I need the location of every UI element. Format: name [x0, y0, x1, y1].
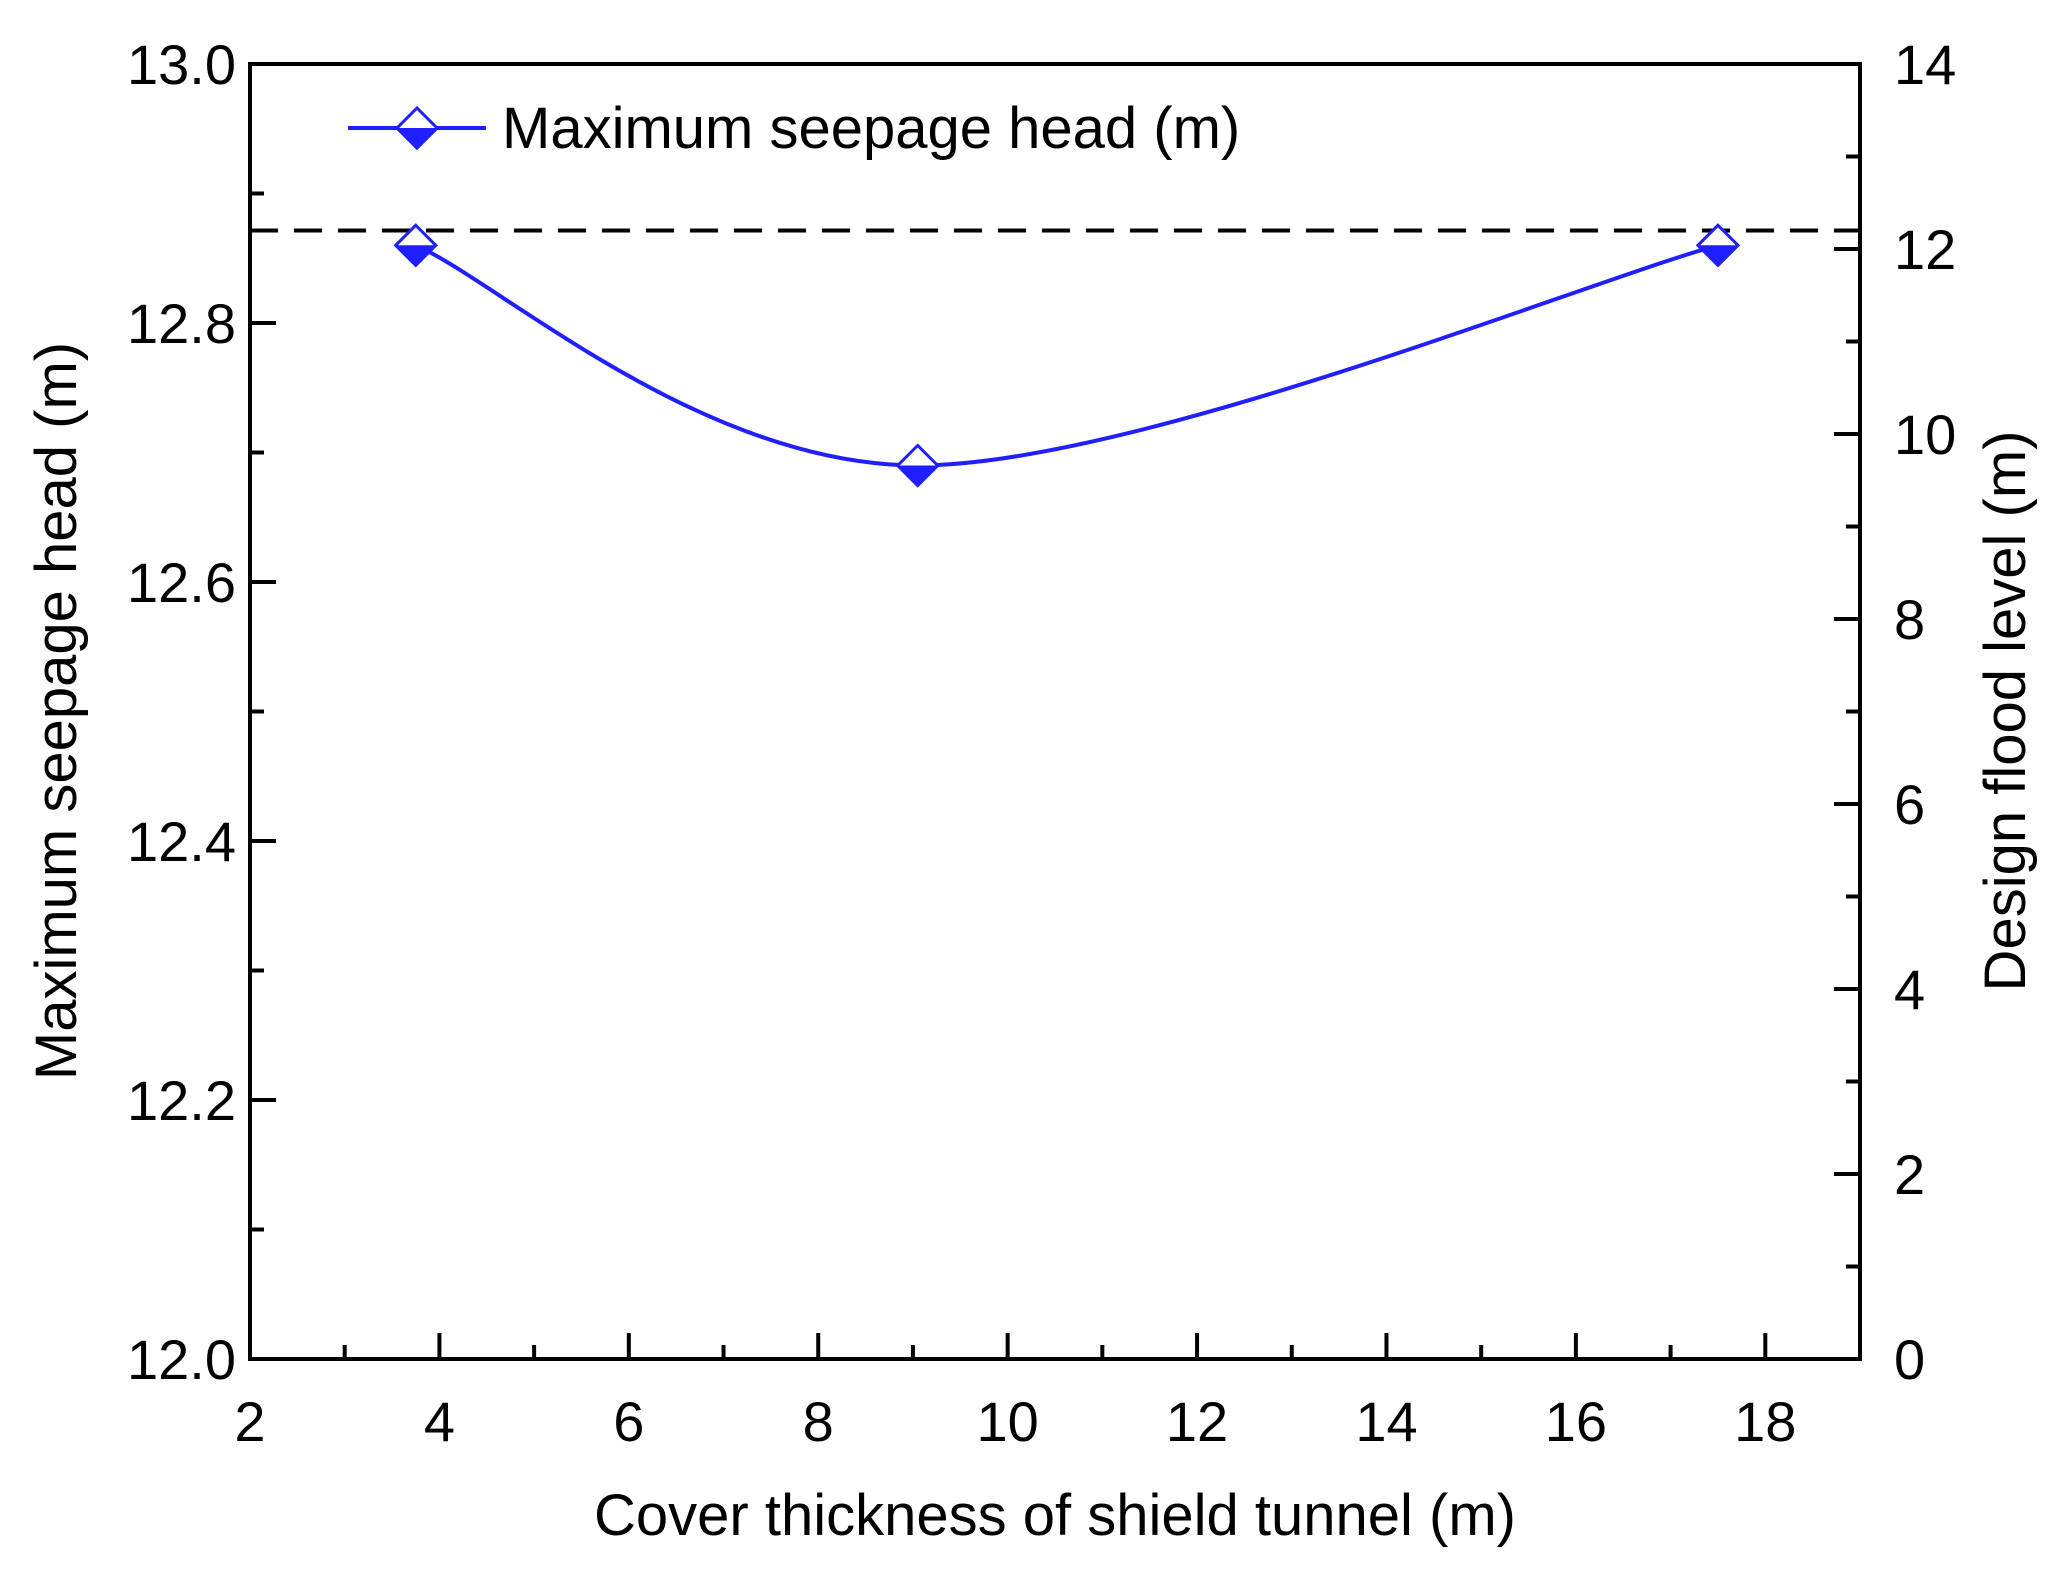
x-tick-label: 2 — [234, 1390, 265, 1453]
y2-tick-label: 8 — [1894, 588, 1925, 651]
data-point — [393, 223, 438, 268]
y2-tick-label: 6 — [1894, 773, 1925, 836]
x-tick-label: 8 — [803, 1390, 834, 1453]
y-tick-label: 12.2 — [127, 1069, 236, 1132]
legend-label: Maximum seepage head (m) — [502, 96, 1240, 161]
y2-tick-label: 12 — [1894, 218, 1956, 281]
marker-fill — [1695, 245, 1741, 268]
y2-tick-label: 2 — [1894, 1143, 1925, 1206]
marker-fill — [895, 465, 940, 488]
y2-axis-title: Design flood level (m) — [1973, 431, 2038, 992]
marker-fill — [394, 128, 440, 151]
x-tick-label: 6 — [613, 1390, 644, 1453]
series-layer — [393, 223, 1741, 488]
ticks-layer: 2 4 6 8 10 12 14 16 18 12.0 12.2 12.4 12.6 12.8 13.0 0 2… — [127, 33, 1956, 1453]
x-tick-label: 16 — [1545, 1390, 1607, 1453]
legend: Maximum seepage head (m) — [348, 96, 1240, 161]
x-axis-title: Cover thickness of shield tunnel (m) — [594, 1483, 1516, 1548]
y2-tick-label: 10 — [1894, 403, 1956, 466]
y2-tick-label: 4 — [1894, 958, 1925, 1021]
x-tick-label: 12 — [1166, 1390, 1228, 1453]
y-tick-label: 13.0 — [127, 33, 236, 96]
data-point — [895, 443, 940, 488]
series-line — [414, 243, 1719, 468]
plot-frame — [248, 62, 1862, 1361]
y2-tick-label: 14 — [1894, 33, 1956, 96]
x-tick-label: 4 — [424, 1390, 455, 1453]
data-point — [1695, 223, 1741, 268]
y-tick-label: 12.0 — [127, 1328, 236, 1391]
legend-diamond — [394, 105, 440, 151]
x-tick-label: 14 — [1355, 1390, 1417, 1453]
y-tick-label: 12.4 — [127, 810, 236, 873]
x-tick-label: 18 — [1734, 1390, 1796, 1453]
legend-marker — [394, 105, 440, 151]
marker-fill — [393, 245, 438, 268]
y-tick-label: 12.8 — [127, 292, 236, 355]
y2-tick-label: 0 — [1894, 1328, 1925, 1391]
x-tick-label: 10 — [976, 1390, 1038, 1453]
y-tick-label: 12.6 — [127, 551, 236, 614]
y-axis-title: Maximum seepage head (m) — [24, 342, 89, 1080]
